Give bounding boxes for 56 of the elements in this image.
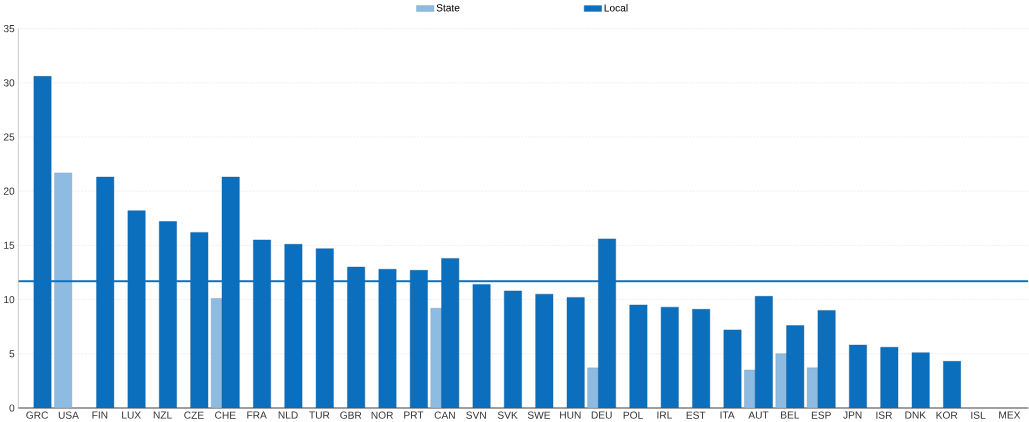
y-tick-label: 20 xyxy=(3,187,15,195)
bar xyxy=(54,172,73,408)
x-tick-label: NLD xyxy=(278,411,298,419)
x-tick-label: USA xyxy=(58,411,79,419)
x-tick-label: EST xyxy=(686,411,706,419)
y-tick-label: 5 xyxy=(9,350,15,358)
x-tick-label: SVK xyxy=(497,411,518,419)
x-tick-label: SWE xyxy=(527,411,551,419)
bar xyxy=(660,306,679,408)
x-tick-label: ISR xyxy=(876,411,892,419)
x-tick-label: GRC xyxy=(26,411,49,419)
x-tick-label: CHE xyxy=(215,411,236,419)
x-tick-label: KOR xyxy=(936,411,958,419)
bar xyxy=(911,352,930,408)
x-tick-label: HUN xyxy=(560,411,581,419)
x-tick-label: IRL xyxy=(657,411,672,419)
y-tick-label: 10 xyxy=(4,295,15,304)
bar xyxy=(504,290,522,408)
x-tick-label: ESP xyxy=(811,411,831,419)
y-tick-label: 35 xyxy=(3,24,15,33)
bar xyxy=(754,296,773,408)
x-tick-label: MEX xyxy=(999,411,1021,419)
x-tick-label: BEL xyxy=(781,411,800,419)
x-tick-label: DEU xyxy=(591,411,612,419)
bar xyxy=(723,329,742,408)
bar xyxy=(786,325,805,408)
x-tick-label: ISL xyxy=(971,411,986,419)
x-tick-label: POL xyxy=(623,411,643,419)
bar xyxy=(817,310,836,408)
legend-label: Local xyxy=(604,3,628,12)
x-tick-label: LUX xyxy=(122,411,141,419)
bar xyxy=(880,346,899,408)
y-tick-label: 15 xyxy=(4,241,15,249)
x-tick-label: NZL xyxy=(153,411,172,419)
bar xyxy=(629,304,648,408)
bar xyxy=(566,297,585,408)
x-tick-label: GBR xyxy=(340,411,362,419)
bar xyxy=(535,293,554,408)
x-tick-label: DNK xyxy=(905,411,926,419)
y-tick-label: 0 xyxy=(9,404,15,412)
legend-label: State xyxy=(436,4,460,12)
x-tick-label: CZE xyxy=(184,411,204,419)
x-tick-label: JPN xyxy=(843,411,862,419)
x-tick-label: PRT xyxy=(404,411,424,419)
bar xyxy=(472,284,491,408)
x-tick-label: FRA xyxy=(247,411,267,419)
x-tick-label: ITA xyxy=(720,411,735,419)
bar xyxy=(692,309,711,408)
x-tick-label: NOR xyxy=(371,411,393,419)
x-tick-label: AUT xyxy=(748,411,769,419)
x-tick-label: CAN xyxy=(434,411,455,419)
x-tick-label: TUR xyxy=(309,411,330,419)
x-tick-label: SVN xyxy=(466,411,486,419)
x-tick-label: FIN xyxy=(92,411,108,419)
y-tick-label: 25 xyxy=(3,133,15,141)
y-tick-label: 30 xyxy=(3,79,15,87)
